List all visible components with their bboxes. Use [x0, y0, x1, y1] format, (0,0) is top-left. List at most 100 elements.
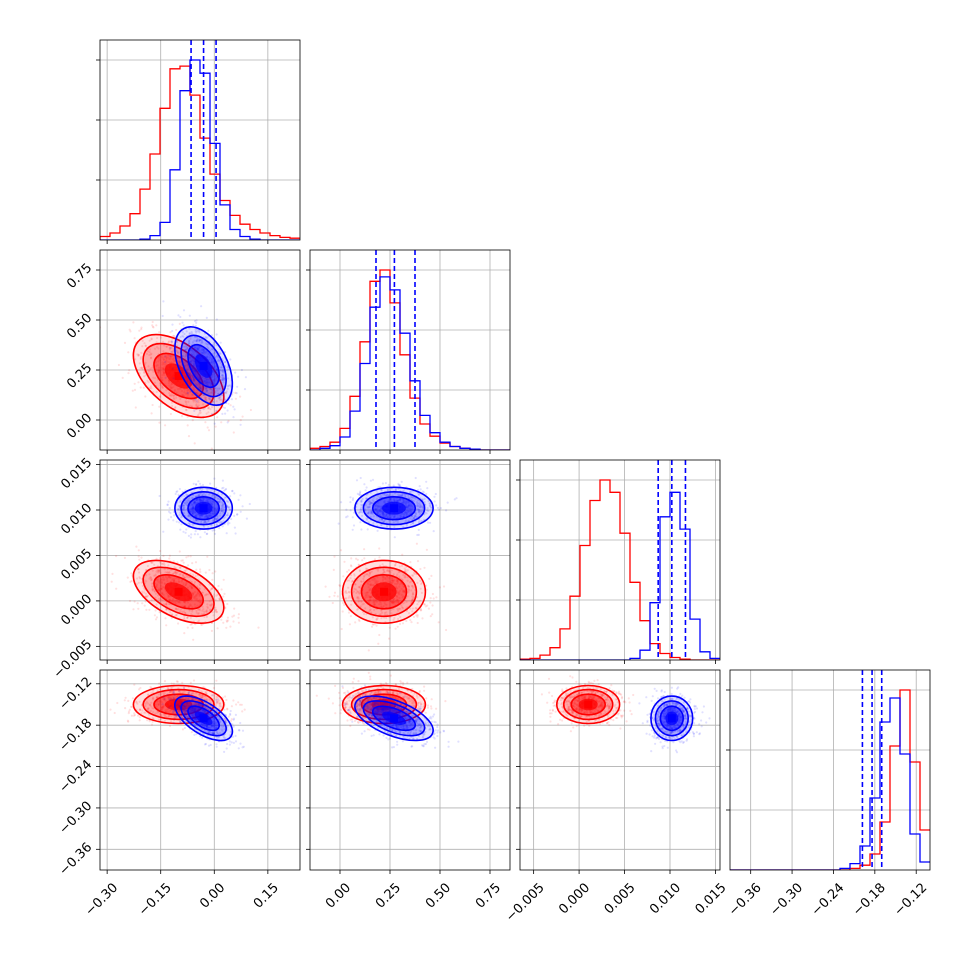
- scatter-point: [180, 389, 184, 392]
- scatter-point: [369, 589, 372, 592]
- y-tick-label: 0.010: [58, 501, 95, 538]
- scatter-point: [160, 581, 163, 584]
- scatter-point: [172, 394, 175, 397]
- scatter-point: [188, 373, 191, 376]
- scatter-point: [155, 616, 159, 619]
- scatter-point: [201, 352, 204, 355]
- scatter-point: [427, 500, 430, 503]
- scatter-point: [228, 508, 232, 511]
- scatter-point: [221, 504, 224, 507]
- scatter-point: [196, 599, 199, 602]
- scatter-point: [431, 592, 434, 596]
- scatter-point: [186, 393, 190, 396]
- scatter-point: [190, 374, 193, 377]
- scatter-point: [197, 399, 200, 402]
- scatter-point: [396, 587, 399, 590]
- scatter-point: [168, 394, 172, 397]
- scatter-point: [365, 517, 368, 520]
- scatter-point: [185, 353, 188, 356]
- scatter-point: [420, 520, 423, 523]
- scatter-point: [200, 351, 203, 354]
- scatter-point: [143, 342, 146, 345]
- scatter-point: [185, 353, 188, 356]
- scatter-point: [191, 706, 194, 710]
- scatter-point: [357, 618, 360, 621]
- scatter-point: [426, 509, 429, 512]
- scatter-point: [412, 500, 415, 503]
- scatter-point: [350, 557, 353, 560]
- scatter-point: [396, 598, 399, 602]
- scatter-point: [383, 570, 386, 573]
- scatter-point: [210, 629, 213, 633]
- scatter-point: [416, 505, 419, 508]
- scatter-point: [216, 497, 219, 500]
- scatter-point: [205, 387, 208, 390]
- scatter-point: [178, 505, 181, 508]
- scatter-point: [173, 357, 176, 360]
- scatter-point: [203, 610, 206, 613]
- scatter-point: [398, 596, 401, 600]
- scatter-point: [226, 521, 229, 524]
- scatter-point: [216, 356, 220, 359]
- scatter-point: [213, 518, 216, 521]
- scatter-point: [206, 516, 209, 519]
- scatter-point: [386, 569, 389, 573]
- scatter-point: [185, 346, 188, 349]
- scatter-point: [205, 387, 208, 390]
- scatter-point: [153, 347, 157, 350]
- scatter-point: [428, 502, 431, 505]
- scatter-point: [169, 595, 172, 598]
- scatter-point: [183, 632, 186, 635]
- scatter-point: [195, 403, 198, 406]
- scatter-point: [401, 589, 404, 592]
- scatter-point: [172, 597, 175, 601]
- scatter-point: [216, 360, 219, 363]
- scatter-point: [150, 578, 153, 582]
- scatter-point: [222, 595, 225, 598]
- scatter-point: [143, 604, 146, 607]
- scatter-point: [415, 501, 419, 504]
- scatter-point: [161, 386, 164, 389]
- scatter-point: [374, 508, 377, 511]
- scatter-point: [183, 600, 186, 604]
- scatter-point: [185, 582, 188, 585]
- scatter-point: [183, 504, 186, 507]
- scatter-point: [175, 520, 178, 523]
- scatter-point: [405, 502, 408, 505]
- scatter-point: [210, 502, 213, 506]
- scatter-point: [117, 363, 120, 367]
- scatter-point: [433, 500, 436, 503]
- scatter-point: [200, 305, 203, 308]
- scatter-point: [190, 503, 194, 506]
- scatter-point: [215, 367, 218, 371]
- scatter-point: [141, 602, 144, 605]
- scatter-point: [196, 375, 199, 378]
- scatter-point: [160, 378, 163, 381]
- scatter-point: [411, 591, 415, 594]
- scatter-point: [221, 501, 224, 504]
- scatter-point: [116, 701, 119, 705]
- scatter-point: [367, 586, 370, 589]
- scatter-point: [371, 512, 374, 516]
- scatter-point: [202, 608, 205, 611]
- scatter-point: [160, 587, 163, 591]
- scatter-point: [423, 497, 426, 500]
- scatter-point: [212, 362, 215, 365]
- scatter-point: [381, 512, 384, 515]
- scatter-point: [194, 499, 197, 502]
- scatter-point: [170, 382, 173, 385]
- scatter-point: [151, 324, 154, 327]
- scatter-point: [377, 494, 380, 497]
- scatter-point: [193, 409, 196, 412]
- scatter-point: [380, 507, 383, 510]
- scatter-point: [373, 577, 376, 580]
- scatter-point: [405, 505, 408, 508]
- scatter-point: [337, 522, 340, 525]
- scatter-point: [130, 572, 133, 575]
- scatter-point: [399, 615, 402, 619]
- scatter-point: [215, 333, 218, 336]
- scatter-point: [351, 528, 354, 531]
- scatter-point: [412, 593, 415, 596]
- scatter-point: [138, 571, 141, 574]
- scatter-point: [214, 375, 217, 378]
